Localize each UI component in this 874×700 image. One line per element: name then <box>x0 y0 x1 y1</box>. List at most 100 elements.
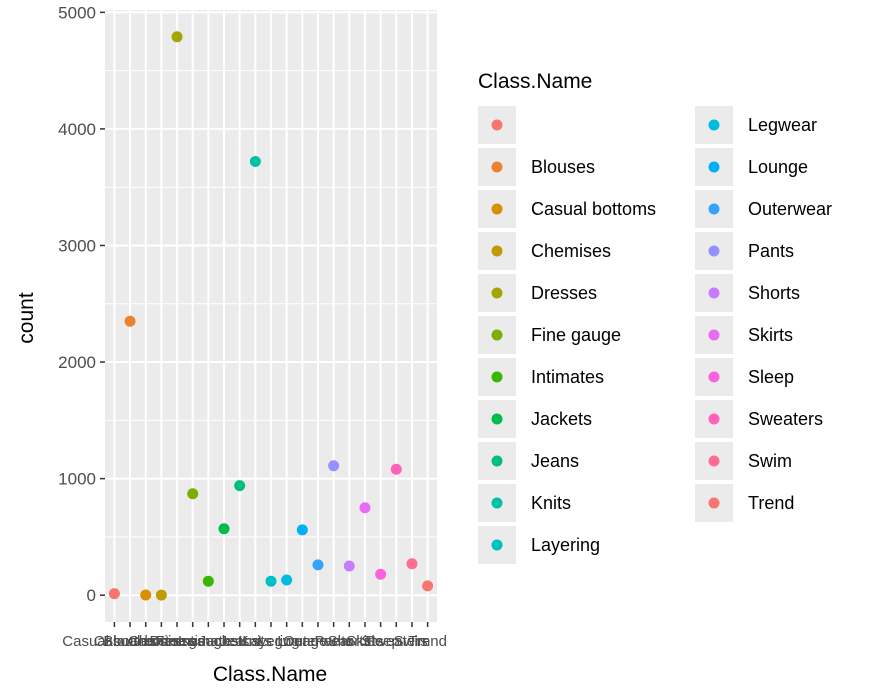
legend-marker <box>491 203 503 215</box>
x-tick-label: Outerwear <box>283 633 353 650</box>
x-tick-label: Dresses <box>150 633 205 650</box>
x-tick-label: Intimates <box>178 633 239 650</box>
legend-title: Class.Name <box>478 70 592 93</box>
data-point <box>312 559 324 571</box>
grid-lines <box>105 10 437 622</box>
legend-marker <box>491 119 503 131</box>
legend-label: Layering <box>531 535 600 555</box>
legend-marker <box>708 455 720 467</box>
legend-marker <box>708 203 720 215</box>
data-point <box>422 580 434 592</box>
x-tick-label: Casual bottoms <box>94 633 198 650</box>
legend-marker <box>708 245 720 257</box>
legend-marker <box>491 539 503 551</box>
x-tick-label: Swim <box>394 633 431 650</box>
x-tick-label: Shorts <box>328 633 371 650</box>
data-points <box>108 31 434 601</box>
legend-marker <box>491 455 503 467</box>
data-point <box>328 460 340 472</box>
legend-label: Lounge <box>748 157 808 177</box>
data-point <box>375 568 387 580</box>
y-tick-label: 1000 <box>58 470 96 489</box>
legend-label: Fine gauge <box>531 325 621 345</box>
legend-marker <box>491 161 503 173</box>
x-tick-label: Trend <box>408 633 447 650</box>
legend-item: Outerwear <box>695 190 832 228</box>
legend-marker <box>491 287 503 299</box>
y-tick-label: 3000 <box>58 236 96 255</box>
data-point <box>187 488 199 500</box>
legend-item: Trend <box>695 484 794 522</box>
data-point <box>359 502 371 514</box>
data-point <box>249 156 261 168</box>
x-tick-label: Pants <box>314 633 352 650</box>
data-point <box>155 589 167 601</box>
legend-label: Jeans <box>531 451 579 471</box>
legend-label: Swim <box>748 451 792 471</box>
legend-marker <box>491 497 503 509</box>
data-point <box>234 480 246 492</box>
legend-label: Knits <box>531 493 571 513</box>
x-axis-title: Class.Name <box>213 663 327 686</box>
legend-label: Trend <box>748 493 794 513</box>
legend: Blouses Casual bottoms Chemises Dresses Fine… <box>478 106 832 564</box>
x-tick-label: Sweaters <box>365 633 428 650</box>
legend-marker <box>708 287 720 299</box>
legend-item: Fine gauge <box>478 316 621 354</box>
x-tick-label: Blouses <box>103 633 156 650</box>
data-point <box>171 31 183 43</box>
legend-item: Intimates <box>478 358 604 396</box>
legend-item: Sleep <box>695 358 794 396</box>
legend-item: Casual bottoms <box>478 190 656 228</box>
legend-marker <box>708 329 720 341</box>
y-tick-label: 4000 <box>58 120 96 139</box>
legend-marker <box>708 161 720 173</box>
legend-label: Legwear <box>748 115 817 135</box>
x-tick-label: Jeans <box>220 633 260 650</box>
legend-label: Pants <box>748 241 794 261</box>
legend-item: Swim <box>695 442 792 480</box>
legend-label: Casual bottoms <box>531 199 656 219</box>
legend-item <box>478 106 516 144</box>
legend-item: Legwear <box>695 106 817 144</box>
y-tick-label: 2000 <box>58 353 96 372</box>
x-tick-label: Casual bottoms <box>62 633 166 650</box>
data-point <box>140 589 152 601</box>
legend-item: Jackets <box>478 400 592 438</box>
data-point <box>124 315 136 327</box>
legend-marker <box>708 413 720 425</box>
legend-label: Outerwear <box>748 199 832 219</box>
y-tick-label: 5000 <box>58 3 96 22</box>
data-point <box>202 575 214 587</box>
data-point <box>265 575 277 587</box>
data-point <box>406 558 418 570</box>
data-point <box>281 574 293 586</box>
legend-label: Chemises <box>531 241 611 261</box>
data-point <box>390 463 402 475</box>
legend-marker <box>708 497 720 509</box>
legend-item: Lounge <box>695 148 808 186</box>
legend-item: Dresses <box>478 274 597 312</box>
x-tick-label: Lounge <box>277 633 327 650</box>
legend-item: Knits <box>478 484 571 522</box>
legend-label: Skirts <box>748 325 793 345</box>
data-point <box>108 588 120 600</box>
legend-item: Sweaters <box>695 400 823 438</box>
legend-marker <box>491 245 503 257</box>
legend-item: Shorts <box>695 274 800 312</box>
legend-marker <box>491 329 503 341</box>
legend-label: Blouses <box>531 157 595 177</box>
legend-item: Skirts <box>695 316 793 354</box>
data-point <box>218 523 230 535</box>
x-tick-label: Jackets <box>199 633 250 650</box>
legend-label: Dresses <box>531 283 597 303</box>
y-axis-title: count <box>15 292 38 344</box>
legend-marker <box>708 371 720 383</box>
y-tick-label: 0 <box>87 586 96 605</box>
legend-label: Intimates <box>531 367 604 387</box>
legend-item: Chemises <box>478 232 611 270</box>
legend-item: Blouses <box>478 148 595 186</box>
x-tick-label: Knits <box>239 633 272 650</box>
